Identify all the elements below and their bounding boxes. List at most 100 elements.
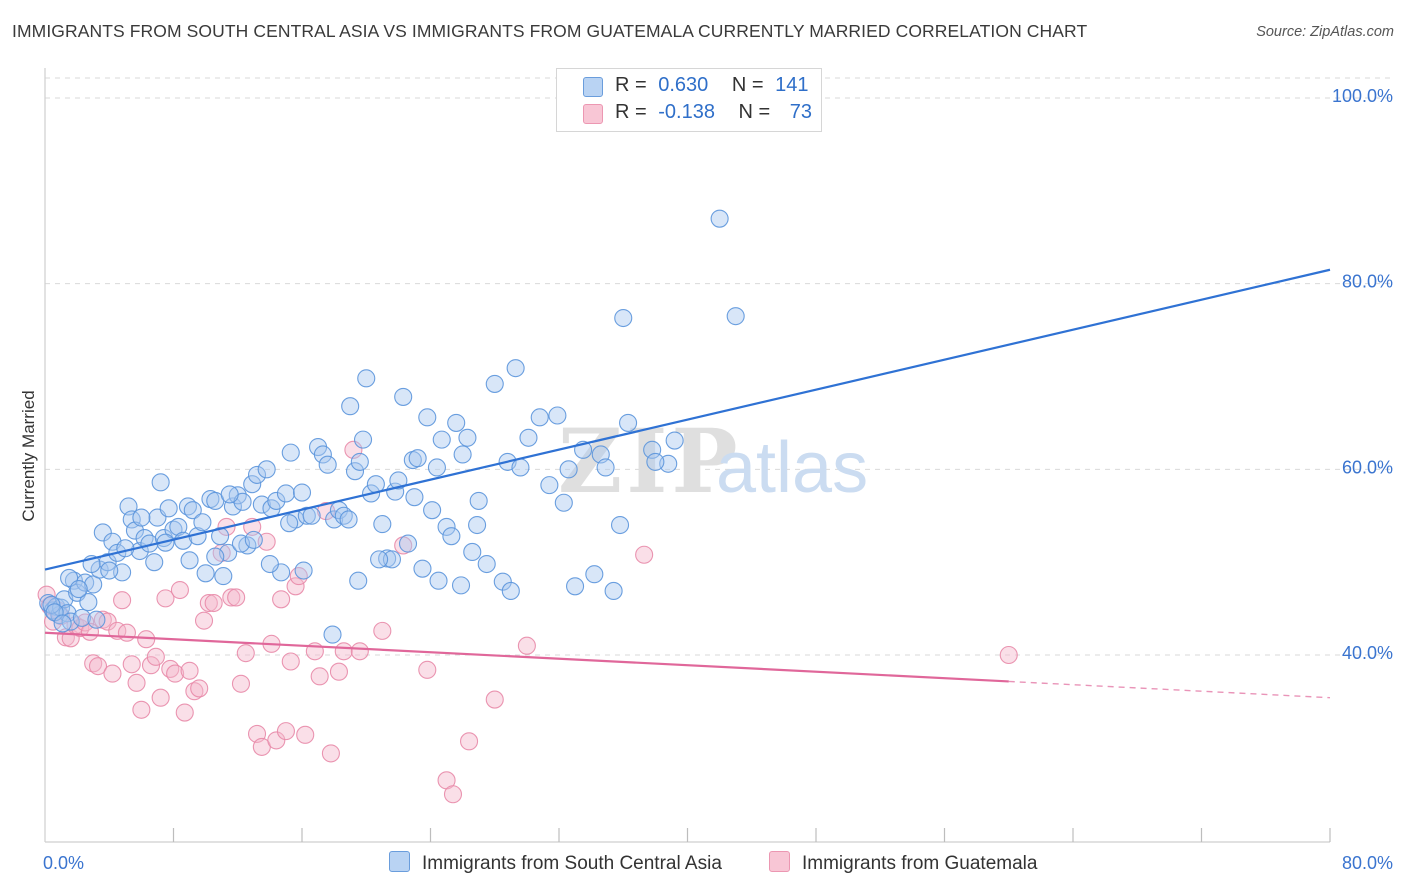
data-point bbox=[185, 682, 204, 701]
data-point bbox=[199, 593, 218, 613]
data-point bbox=[485, 690, 504, 709]
data-point bbox=[281, 652, 300, 671]
data-point bbox=[458, 428, 477, 447]
data-point bbox=[214, 567, 233, 586]
data-point bbox=[321, 744, 340, 763]
data-point bbox=[289, 567, 308, 586]
axis-layer: 40.0% 60.0% 80.0% 100.0% 0.0% 80.0% bbox=[43, 68, 1393, 873]
data-point bbox=[437, 517, 456, 536]
data-point bbox=[451, 576, 471, 595]
data-point bbox=[432, 430, 451, 449]
data-point bbox=[146, 647, 165, 666]
data-point bbox=[151, 688, 170, 707]
data-point bbox=[453, 445, 472, 464]
data-point bbox=[175, 703, 194, 722]
data-point bbox=[98, 612, 117, 631]
data-point bbox=[370, 550, 389, 569]
legend-n-label: N = bbox=[738, 101, 771, 123]
data-point bbox=[206, 547, 225, 566]
data-point bbox=[511, 458, 530, 477]
y-tick-label: 60.0% bbox=[1342, 457, 1393, 477]
y-tick-label: 80.0% bbox=[1342, 272, 1393, 292]
data-point bbox=[329, 662, 348, 681]
legend-r-label: R = bbox=[615, 101, 647, 123]
data-point bbox=[127, 673, 146, 692]
data-point bbox=[103, 664, 122, 683]
data-point bbox=[554, 493, 573, 512]
data-point bbox=[193, 513, 212, 532]
guatemala-points bbox=[37, 440, 1018, 804]
y-axis-label: Currently Married bbox=[19, 390, 38, 521]
data-point bbox=[227, 588, 246, 607]
data-point bbox=[220, 485, 239, 504]
data-point bbox=[350, 452, 369, 471]
data-point bbox=[341, 397, 360, 416]
legend-r-label: R = bbox=[615, 74, 647, 96]
data-point bbox=[183, 501, 202, 520]
data-point bbox=[710, 209, 729, 228]
bottom-legend-south-central-asia[interactable]: Immigrants from South Central Asia bbox=[389, 851, 722, 875]
data-point bbox=[373, 621, 392, 640]
data-point bbox=[585, 565, 604, 584]
data-point bbox=[276, 484, 295, 503]
data-point bbox=[194, 611, 214, 630]
data-point bbox=[257, 460, 276, 479]
data-point bbox=[100, 561, 119, 580]
data-point bbox=[116, 539, 135, 558]
data-point bbox=[169, 517, 188, 536]
data-point bbox=[244, 530, 263, 549]
data-point bbox=[79, 593, 98, 612]
data-point bbox=[506, 359, 525, 378]
data-point bbox=[87, 610, 106, 629]
data-point bbox=[281, 443, 300, 462]
trend-line bbox=[44, 631, 1009, 683]
data-point bbox=[429, 571, 448, 590]
data-point bbox=[463, 542, 482, 562]
y-tick-label: 100.0% bbox=[1332, 86, 1393, 106]
data-point bbox=[236, 644, 255, 663]
data-point bbox=[93, 523, 112, 542]
data-point bbox=[619, 413, 638, 432]
data-point bbox=[413, 559, 432, 578]
data-point bbox=[132, 700, 151, 719]
bottom-legend-swatch-pink bbox=[769, 851, 790, 872]
grid-layer bbox=[45, 77, 1393, 656]
bottom-legend-guatemala[interactable]: Immigrants from Guatemala bbox=[769, 851, 1037, 875]
trend-lines bbox=[44, 268, 1331, 699]
data-point bbox=[610, 515, 630, 535]
data-point bbox=[726, 307, 745, 326]
data-point bbox=[468, 515, 487, 535]
data-point bbox=[614, 308, 633, 328]
south-central-asia-points bbox=[39, 209, 745, 644]
data-point bbox=[260, 554, 279, 574]
data-point bbox=[325, 510, 344, 529]
data-point bbox=[405, 488, 424, 507]
trend-line bbox=[44, 268, 1331, 571]
data-point bbox=[156, 589, 175, 608]
data-point bbox=[223, 497, 242, 516]
data-point bbox=[635, 545, 654, 564]
data-point bbox=[296, 725, 315, 744]
data-point bbox=[294, 561, 313, 580]
data-point bbox=[646, 452, 665, 471]
data-point bbox=[469, 491, 488, 510]
data-point bbox=[72, 608, 91, 627]
watermark-atlas: atlas bbox=[716, 428, 868, 508]
data-point bbox=[398, 534, 418, 553]
data-point bbox=[196, 564, 215, 583]
data-point bbox=[477, 554, 496, 574]
chart-title: IMMIGRANTS FROM SOUTH CENTRAL ASIA VS IM… bbox=[12, 21, 1088, 41]
data-point bbox=[596, 458, 615, 477]
y-tick-label: 40.0% bbox=[1342, 643, 1393, 663]
data-point bbox=[170, 580, 189, 600]
data-point bbox=[180, 551, 199, 570]
data-point bbox=[604, 581, 623, 600]
data-point bbox=[286, 577, 305, 596]
data-point bbox=[373, 515, 392, 534]
data-point bbox=[530, 408, 549, 427]
data-point bbox=[485, 374, 504, 393]
data-point bbox=[323, 625, 342, 644]
data-point bbox=[443, 785, 463, 804]
correlation-legend: R = 0.630 N = 141 R = -0.138 N = 73 bbox=[556, 68, 822, 132]
legend-r-value: -0.138 bbox=[658, 101, 715, 123]
